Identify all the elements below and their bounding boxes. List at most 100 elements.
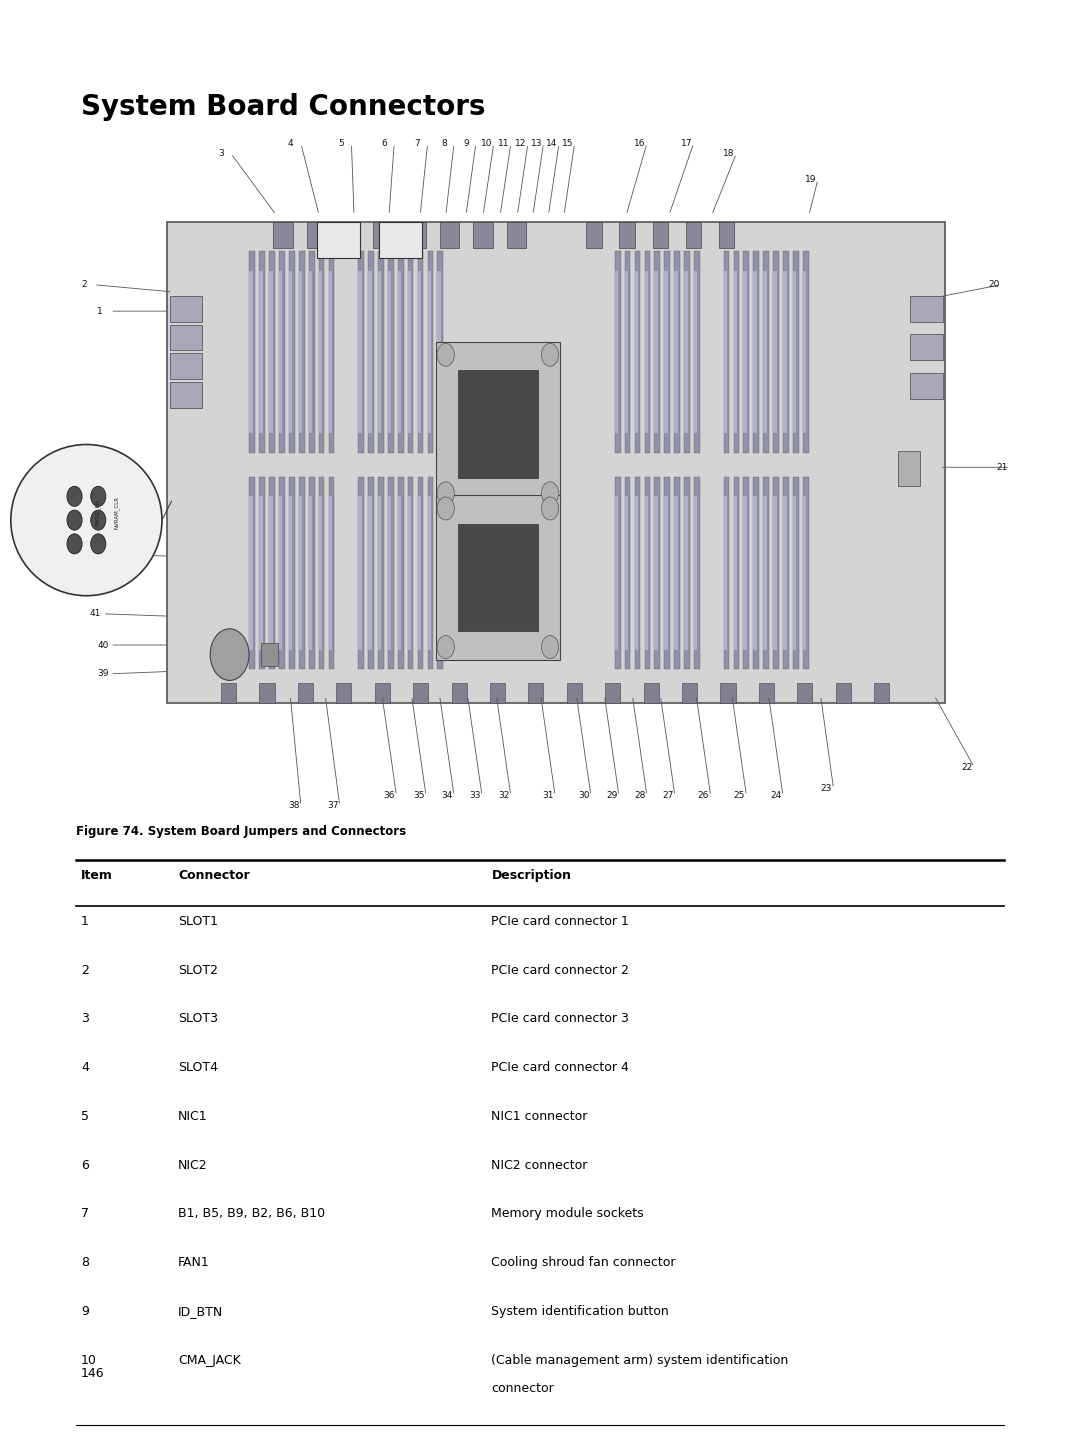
Bar <box>754 251 759 453</box>
Text: 4: 4 <box>288 139 294 148</box>
Bar <box>249 478 255 670</box>
Bar <box>328 251 335 453</box>
Bar <box>686 222 701 248</box>
Bar <box>473 222 492 248</box>
Bar <box>793 271 796 433</box>
Bar <box>418 251 423 453</box>
Bar <box>359 478 364 670</box>
Bar <box>733 271 737 433</box>
Bar <box>783 478 788 670</box>
Text: 13: 13 <box>530 139 542 148</box>
Text: 19: 19 <box>805 175 816 184</box>
Bar <box>408 271 411 433</box>
Circle shape <box>91 533 106 554</box>
Bar <box>635 251 640 453</box>
Bar <box>273 222 293 248</box>
Bar <box>309 251 314 453</box>
Text: 27: 27 <box>662 792 673 800</box>
Bar <box>664 496 667 650</box>
Bar <box>624 478 631 670</box>
Bar <box>437 251 443 453</box>
Text: 30: 30 <box>578 792 590 800</box>
Bar <box>451 683 467 703</box>
Bar <box>684 271 688 433</box>
Bar <box>167 222 945 703</box>
Text: (Cable management arm) system identification: (Cable management arm) system identifica… <box>491 1354 788 1367</box>
Bar <box>388 251 393 453</box>
Bar <box>615 271 618 433</box>
Text: 9: 9 <box>81 1305 89 1318</box>
Text: 8: 8 <box>81 1256 89 1269</box>
Bar <box>336 683 351 703</box>
Text: ID_BTN: ID_BTN <box>178 1305 224 1318</box>
Circle shape <box>541 343 558 366</box>
Bar <box>428 251 433 453</box>
Bar <box>289 251 295 453</box>
Bar <box>319 271 322 433</box>
Bar <box>743 478 750 670</box>
Circle shape <box>67 511 82 531</box>
Bar <box>624 251 631 453</box>
Bar <box>567 683 582 703</box>
Circle shape <box>541 482 558 505</box>
Circle shape <box>437 498 455 521</box>
Bar <box>654 496 658 650</box>
Bar <box>428 271 431 433</box>
Text: 25: 25 <box>733 792 745 800</box>
Bar <box>783 496 786 650</box>
Text: Figure 74. System Board Jumpers and Connectors: Figure 74. System Board Jumpers and Conn… <box>76 825 406 837</box>
Text: 1: 1 <box>97 307 103 315</box>
Bar <box>428 478 433 670</box>
Text: Memory module sockets: Memory module sockets <box>491 1207 644 1220</box>
Circle shape <box>67 486 82 506</box>
Bar <box>397 251 404 453</box>
Bar <box>674 251 680 453</box>
Text: 35: 35 <box>414 792 424 800</box>
Bar <box>269 271 272 433</box>
Bar <box>635 271 638 433</box>
Text: 6: 6 <box>381 139 387 148</box>
Bar <box>624 271 629 433</box>
Bar <box>319 478 324 670</box>
Bar <box>652 222 667 248</box>
Bar <box>418 496 421 650</box>
Bar <box>249 271 253 433</box>
Bar <box>437 496 441 650</box>
Circle shape <box>67 533 82 554</box>
Bar <box>773 496 777 650</box>
Bar <box>754 496 757 650</box>
Text: 32: 32 <box>498 792 510 800</box>
Bar <box>279 271 283 433</box>
Bar <box>754 478 759 670</box>
Bar <box>418 478 423 670</box>
Bar <box>440 222 459 248</box>
Text: 16: 16 <box>634 139 646 148</box>
Bar <box>783 271 786 433</box>
Bar <box>170 354 202 380</box>
Bar <box>674 478 680 670</box>
Bar <box>406 222 426 248</box>
Text: 15: 15 <box>562 139 573 148</box>
Bar <box>269 251 275 453</box>
Bar <box>307 222 326 248</box>
Bar <box>299 271 302 433</box>
Bar <box>269 496 272 650</box>
Bar <box>674 496 677 650</box>
Bar <box>733 478 740 670</box>
Text: B1, B5, B9, B2, B6, B10: B1, B5, B9, B2, B6, B10 <box>178 1207 325 1220</box>
Bar <box>694 496 698 650</box>
Bar <box>836 683 851 703</box>
Text: PCIe card connector 4: PCIe card connector 4 <box>491 1061 630 1074</box>
Bar <box>645 478 650 670</box>
Bar <box>279 478 285 670</box>
Text: NVRAM_CLR: NVRAM_CLR <box>113 496 119 529</box>
Text: 33: 33 <box>469 792 481 800</box>
Text: Item: Item <box>81 869 113 882</box>
Text: System Board Connectors: System Board Connectors <box>81 93 486 122</box>
Bar <box>528 683 543 703</box>
Bar <box>764 251 769 453</box>
Bar <box>773 271 777 433</box>
Text: 10: 10 <box>81 1354 97 1367</box>
Bar <box>684 478 690 670</box>
Bar <box>299 496 302 650</box>
